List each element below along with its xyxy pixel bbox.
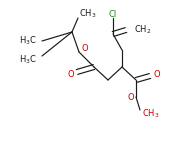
- Text: O: O: [128, 92, 134, 102]
- Text: Cl: Cl: [109, 10, 117, 18]
- Text: H$_3$C: H$_3$C: [19, 54, 37, 66]
- Text: O: O: [154, 69, 160, 79]
- Text: O: O: [82, 43, 88, 53]
- Text: CH$_3$: CH$_3$: [79, 8, 97, 20]
- Text: O: O: [68, 69, 74, 79]
- Text: H$_3$C: H$_3$C: [19, 35, 37, 47]
- Text: CH$_3$: CH$_3$: [142, 108, 160, 120]
- Text: CH$_2$: CH$_2$: [134, 24, 152, 36]
